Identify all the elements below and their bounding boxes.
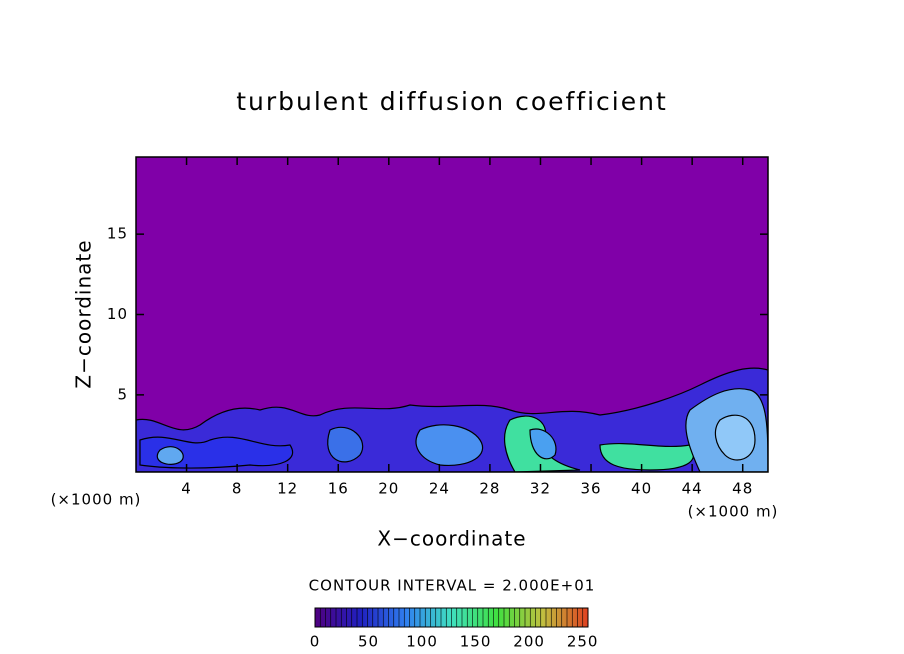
y-tick-label: 15 xyxy=(107,225,128,243)
x-tick-label: 48 xyxy=(732,480,753,498)
x-tick-label: 20 xyxy=(378,480,399,498)
colorbar-tick-label: 0 xyxy=(310,633,321,651)
y-axis-label: Z−coordinate xyxy=(72,239,96,388)
chart-title: turbulent diffusion coefficient xyxy=(236,87,668,116)
x-tick-label: 8 xyxy=(232,480,243,498)
x-tick-label: 24 xyxy=(429,480,450,498)
y-unit-label: (×1000 m) xyxy=(51,491,142,509)
y-tick-label: 5 xyxy=(117,385,128,403)
colorbar-tick-label: 100 xyxy=(406,633,438,651)
turbulent-region xyxy=(136,367,768,472)
x-tick-label: 40 xyxy=(631,480,652,498)
colorbar-tick-label: 250 xyxy=(567,633,599,651)
x-tick-label: 44 xyxy=(682,480,703,498)
x-tick-label: 4 xyxy=(181,480,192,498)
x-tick-label: 36 xyxy=(580,480,601,498)
colorbar-tick-label: 150 xyxy=(460,633,492,651)
colorbar-tick-label: 50 xyxy=(358,633,379,651)
colorbar-tick-label: 200 xyxy=(513,633,545,651)
x-tick-label: 32 xyxy=(530,480,551,498)
x-tick-label: 16 xyxy=(328,480,349,498)
x-unit-label: (×1000 m) xyxy=(688,503,779,521)
y-tick-label: 10 xyxy=(107,305,128,323)
colorbar-label: CONTOUR INTERVAL = 2.000E+01 xyxy=(309,577,596,595)
x-tick-label: 28 xyxy=(479,480,500,498)
x-tick-label: 12 xyxy=(277,480,298,498)
x-axis-label: X−coordinate xyxy=(377,527,526,551)
